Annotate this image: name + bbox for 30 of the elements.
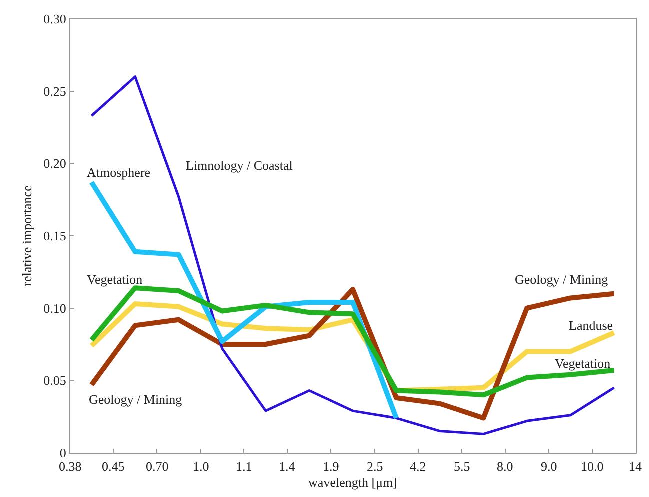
text: 1.4: [279, 459, 296, 474]
annotation: Limnology / Coastal: [186, 158, 294, 173]
y-tick-label: 0: [60, 446, 66, 461]
text: 4.2: [410, 459, 426, 474]
y-tick-label: 0.15: [44, 228, 66, 244]
text: 5.5: [454, 459, 470, 474]
annotation: Atmosphere: [87, 165, 151, 180]
annotation: Landuse: [569, 318, 614, 333]
text: 9.0: [541, 459, 558, 474]
y-tick-label: 0.10: [44, 300, 66, 316]
y-tick-label: 0.20: [44, 156, 66, 172]
y-tick-label: 0.05: [44, 373, 66, 388]
y-tick-label: 0.25: [44, 84, 66, 99]
y-tick-label: 0.30: [44, 12, 66, 27]
y-axis-title: relative importance: [20, 185, 35, 286]
text: 1.0: [193, 459, 210, 474]
text: 0.45: [102, 459, 125, 474]
x-axis-title: wavelength [μm]: [308, 475, 398, 490]
text: 8.0: [497, 459, 514, 474]
annotation: Vegetation: [555, 356, 612, 371]
text: 14: [629, 459, 642, 474]
text: 10.0: [581, 459, 604, 474]
text: 0.38: [59, 459, 82, 474]
text: 0.70: [146, 459, 169, 474]
annotation: Vegetation: [87, 272, 144, 287]
text: 2.5: [367, 459, 384, 474]
text: 1.1: [236, 459, 252, 474]
text: 1.9: [323, 459, 340, 474]
annotation: Geology / Mining: [515, 272, 609, 287]
annotation: Geology / Mining: [89, 392, 183, 407]
